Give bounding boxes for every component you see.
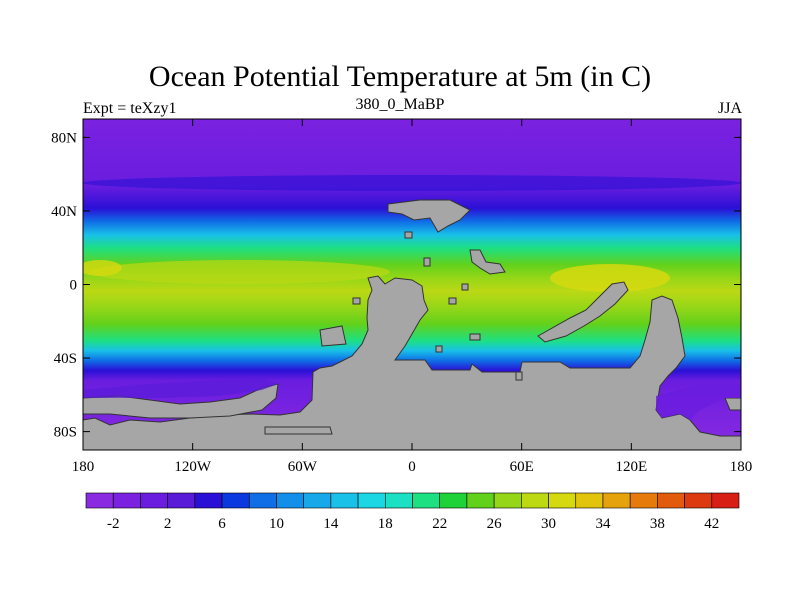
colorbar-swatch (330, 492, 359, 509)
land-mass (264, 426, 333, 435)
colorbar-swatch (412, 492, 441, 509)
colorbar-label: 38 (650, 516, 665, 532)
y-tick-label: 80S (54, 425, 77, 441)
colorbar-swatch (548, 492, 577, 509)
colorbar-swatch (85, 492, 114, 509)
colorbar-swatch (711, 492, 740, 509)
y-tick-label: 0 (70, 278, 78, 294)
warm-region (90, 260, 390, 284)
x-tick-label: 120W (174, 459, 212, 475)
x-axis: 180 120W 60W 0 60E 120E 180 (72, 119, 753, 475)
land-mass (469, 333, 481, 341)
colorbar-swatch (384, 492, 413, 509)
colorbar-swatch (684, 492, 713, 509)
colorbar-swatch (575, 492, 604, 509)
cold-coastal-region (83, 378, 278, 398)
colorbar-swatch (521, 492, 549, 509)
y-tick-label: 80N (51, 130, 77, 146)
colorbar-label: 14 (323, 516, 339, 532)
colorbar-swatch (140, 492, 168, 509)
colorbar-label: 2 (164, 516, 172, 532)
colorbar-swatch (303, 492, 332, 509)
y-tick-label: 40S (54, 351, 77, 367)
colorbar-swatch (466, 492, 495, 509)
time-label: 380_0_MaBP (355, 96, 445, 113)
colorbar-label: 6 (218, 516, 226, 532)
land-mass (83, 275, 741, 450)
colorbar-label: -2 (107, 516, 120, 532)
warm-pool-region (550, 264, 670, 292)
colorbar-swatch (221, 492, 250, 509)
y-axis: 80N 40N 0 40S 80S (51, 130, 741, 441)
land-mass (319, 325, 347, 347)
cold-coastal-region (656, 384, 741, 420)
land-mass (469, 249, 506, 275)
colorbar-label: 30 (541, 516, 556, 532)
warm-region (83, 260, 122, 276)
land-mass (448, 297, 457, 305)
colorbar-label: 18 (378, 516, 393, 532)
land-mass (404, 231, 413, 239)
colorbar-swatch (112, 492, 141, 509)
colorbar-swatch (248, 492, 277, 509)
x-tick-label: 120E (615, 459, 647, 475)
colorbar-label: 10 (269, 516, 284, 532)
colorbar-swatch (629, 492, 658, 509)
y-tick-label: 40N (51, 204, 77, 220)
colorbar-label: 26 (487, 516, 503, 532)
land-masses (83, 199, 741, 450)
colorbar-label: 34 (595, 516, 611, 532)
x-tick-label: 60W (288, 459, 318, 475)
colorbar-swatch (439, 492, 468, 509)
colorbar-label: 42 (704, 516, 719, 532)
colorbar-swatch (194, 492, 223, 509)
land-mass (435, 345, 443, 353)
land-mass (515, 371, 523, 381)
colorbar-label: 22 (432, 516, 447, 532)
x-tick-label: 180 (72, 459, 95, 475)
x-tick-label: 60E (510, 459, 534, 475)
map-title: Ocean Potential Temperature at 5m (in C) (148, 60, 652, 93)
land-mass (352, 297, 361, 305)
cold-band-region (83, 175, 741, 191)
colorbar-swatch (167, 492, 196, 509)
colorbar: -2 2 6 10 14 18 22 26 30 34 38 42 (85, 492, 740, 532)
land-mass (461, 283, 469, 291)
experiment-label: Expt = teXzy1 (83, 100, 177, 117)
x-tick-label: 0 (408, 459, 416, 475)
land-mass (387, 199, 471, 233)
season-label: JJA (717, 100, 742, 117)
land-mass (83, 383, 279, 419)
land-mass (423, 257, 431, 267)
colorbar-swatch (276, 492, 304, 509)
land-mass (537, 281, 629, 343)
colorbar-swatch (493, 492, 522, 509)
x-tick-label: 180 (730, 459, 753, 475)
colorbar-swatch (657, 492, 685, 509)
colorbar-swatch (357, 492, 386, 509)
colorbar-swatch (602, 492, 631, 509)
